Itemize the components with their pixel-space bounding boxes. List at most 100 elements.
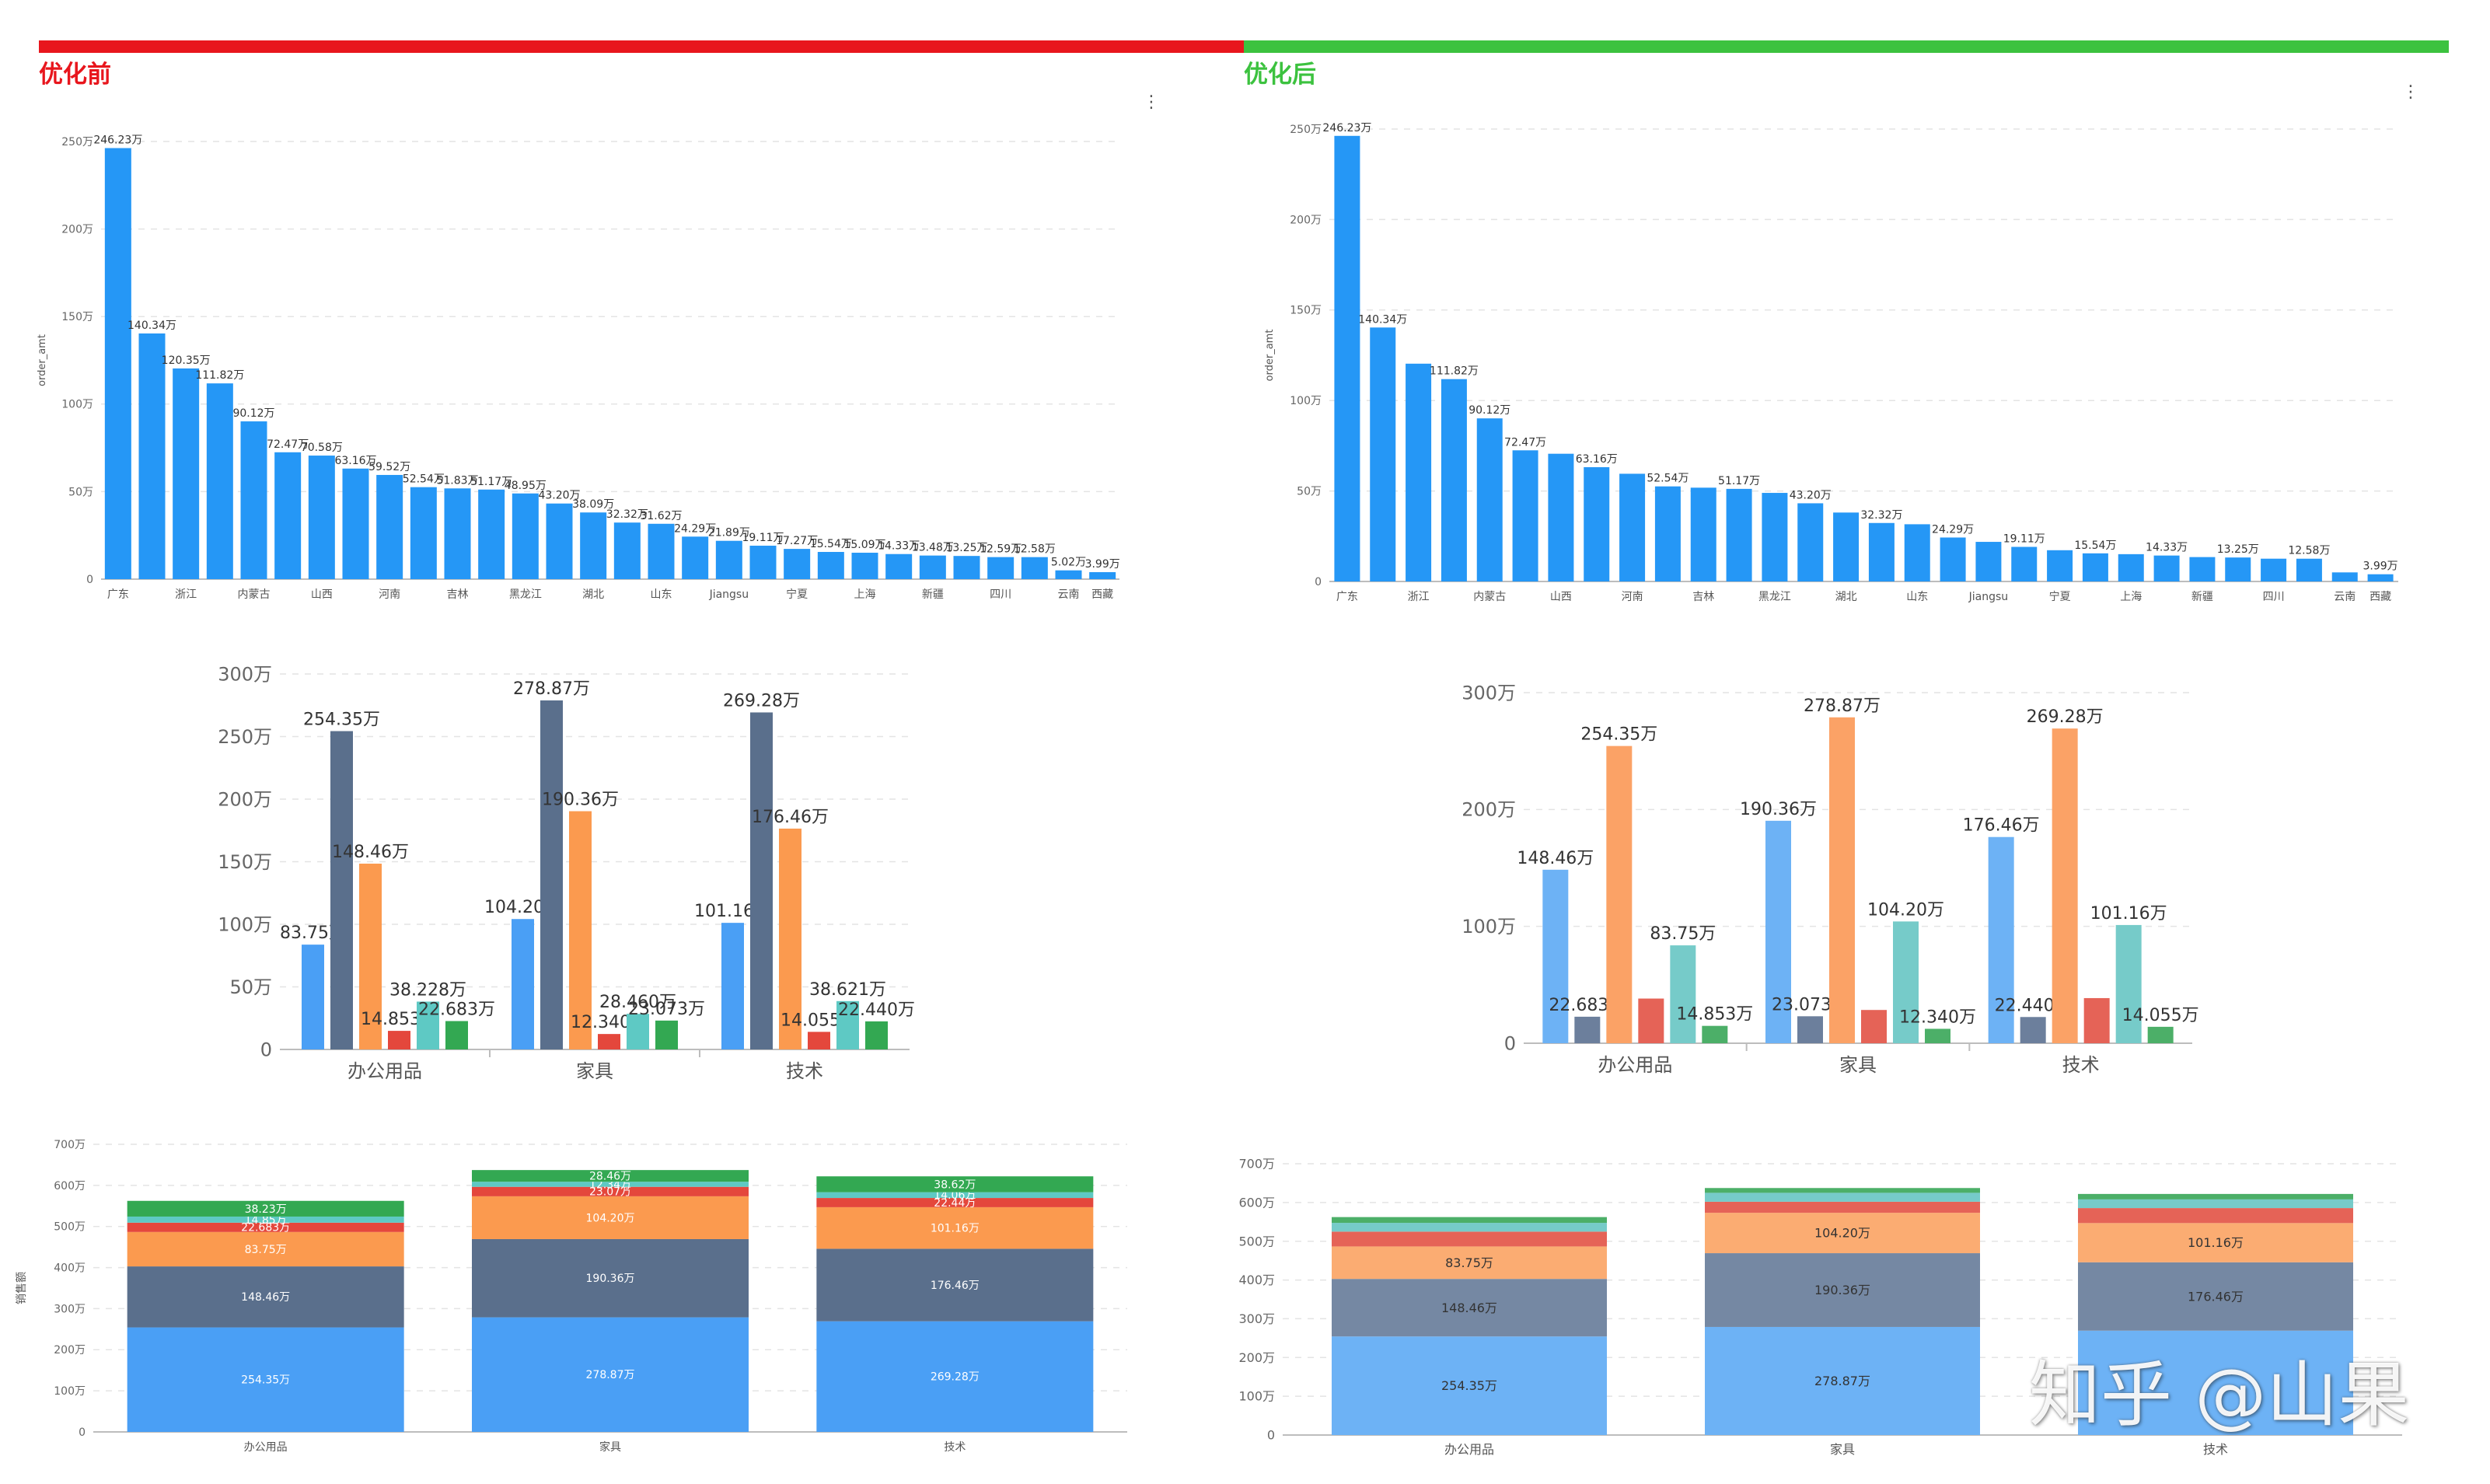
data-label: 22.683万: [241, 1222, 290, 1234]
data-label: 32.32万: [606, 508, 648, 521]
bar: [721, 923, 744, 1049]
x-tick-label: 家具: [576, 1060, 613, 1082]
data-label: 5.02万: [1051, 557, 1086, 569]
data-label: 148.46万: [332, 843, 409, 862]
data-label: 246.23万: [93, 134, 142, 146]
x-tick-label: 内蒙古: [238, 588, 271, 601]
x-tick-label: Jiangsu: [1968, 591, 2009, 603]
y-tick-label: 0: [79, 1426, 86, 1439]
bar: [613, 522, 641, 579]
stacked-segment: [1705, 1192, 1980, 1202]
data-label: 21.89万: [708, 527, 750, 539]
y-tick-label: 300万: [218, 663, 272, 685]
bar: [512, 493, 539, 579]
bar: [417, 1001, 439, 1049]
y-tick-label: 200万: [54, 1344, 86, 1357]
x-tick-label: 西藏: [2370, 591, 2391, 603]
data-label: 176.46万: [752, 808, 829, 827]
data-label: 23.07万: [589, 1186, 631, 1199]
y-tick-label: 700万: [1238, 1157, 1275, 1171]
bar: [2296, 558, 2322, 581]
bar: [359, 863, 382, 1049]
y-tick-label: 400万: [54, 1262, 86, 1274]
bar: [655, 1020, 678, 1049]
stacked-segment: [816, 1248, 1094, 1322]
bar: [1893, 921, 1919, 1043]
y-tick-label: 150万: [1290, 305, 1322, 317]
x-tick-label: 广东: [107, 588, 129, 601]
data-label: 63.16万: [1576, 453, 1618, 466]
bar: [715, 540, 742, 579]
bar: [1765, 820, 1791, 1043]
x-tick-label: 黑龙江: [509, 588, 542, 601]
data-label: 176.46万: [2188, 1289, 2244, 1304]
before-label: 优化前: [39, 61, 111, 89]
x-tick-label: 山东: [1906, 591, 1928, 603]
data-label: 90.12万: [1469, 404, 1510, 417]
x-tick-label: 上海: [854, 588, 876, 601]
data-label: 104.20万: [1867, 900, 1944, 920]
data-label: 51.17万: [470, 476, 512, 488]
stacked-segment: [2078, 1208, 2353, 1224]
after-label: 优化后: [1244, 61, 1316, 89]
y-tick-label: 400万: [1238, 1273, 1275, 1287]
data-label: 120.35万: [162, 354, 211, 367]
data-label: 3.99万: [2363, 560, 2397, 573]
stacked-segment: [472, 1170, 749, 1182]
stacked-segment: [127, 1200, 404, 1217]
bar: [1512, 450, 1538, 581]
x-tick-label: 家具: [599, 1440, 621, 1454]
y-tick-label: 100万: [54, 1385, 86, 1398]
bar: [750, 712, 773, 1049]
stacked-segment: [472, 1196, 749, 1239]
bar: [2367, 574, 2394, 581]
bar: [784, 549, 811, 579]
bar: [749, 545, 777, 579]
data-label: 190.36万: [1814, 1283, 1870, 1297]
bar: [2082, 553, 2108, 581]
data-label: 52.54万: [403, 473, 445, 486]
y-axis-title: order_amt: [37, 334, 48, 386]
data-label: 14.33万: [2146, 542, 2188, 554]
data-label: 176.46万: [1963, 816, 2040, 836]
bar: [206, 383, 233, 579]
bar: [2115, 924, 2142, 1043]
bar: [1868, 522, 1895, 581]
x-tick-label: 浙江: [175, 588, 197, 601]
x-tick-label: 云南: [2334, 591, 2356, 603]
data-label: 19.11万: [2003, 533, 2045, 546]
y-tick-label: 600万: [54, 1180, 86, 1192]
bar: [2052, 728, 2078, 1043]
data-label: 23.073万: [628, 1000, 705, 1019]
stacked-segment: [472, 1186, 749, 1196]
data-label: 12.59万: [980, 543, 1021, 556]
stacked-segment: [472, 1182, 749, 1187]
x-tick-label: 浙江: [1408, 591, 1430, 603]
bar: [546, 503, 573, 579]
y-tick-label: 0: [1504, 1032, 1516, 1054]
y-axis-title: order_amt: [1264, 330, 1276, 382]
x-tick-label: 内蒙古: [1473, 591, 1506, 603]
y-tick-label: 700万: [54, 1139, 86, 1151]
data-label: 38.228万: [389, 980, 466, 1000]
data-label: 269.28万: [2027, 707, 2104, 727]
y-tick-label: 300万: [1462, 682, 1516, 704]
data-label: 83.75万: [1445, 1255, 1493, 1270]
stacked-segment: [2078, 1199, 2353, 1209]
y-tick-label: 100万: [1290, 395, 1322, 407]
bar: [1975, 542, 2002, 581]
data-label: 101.16万: [931, 1223, 980, 1235]
data-label: 13.25万: [945, 542, 987, 554]
data-label: 140.34万: [1358, 313, 1407, 326]
bar: [138, 333, 166, 579]
data-label: 190.36万: [542, 791, 619, 810]
bar: [2011, 546, 2038, 581]
stacked-segment: [127, 1231, 404, 1267]
bar: [851, 553, 878, 579]
y-tick-label: 150万: [61, 311, 93, 323]
bar: [104, 148, 131, 579]
bar: [817, 552, 844, 579]
y-tick-label: 250万: [218, 726, 272, 748]
stacked-segment: [1332, 1223, 1607, 1232]
y-tick-label: 0: [1267, 1428, 1275, 1443]
